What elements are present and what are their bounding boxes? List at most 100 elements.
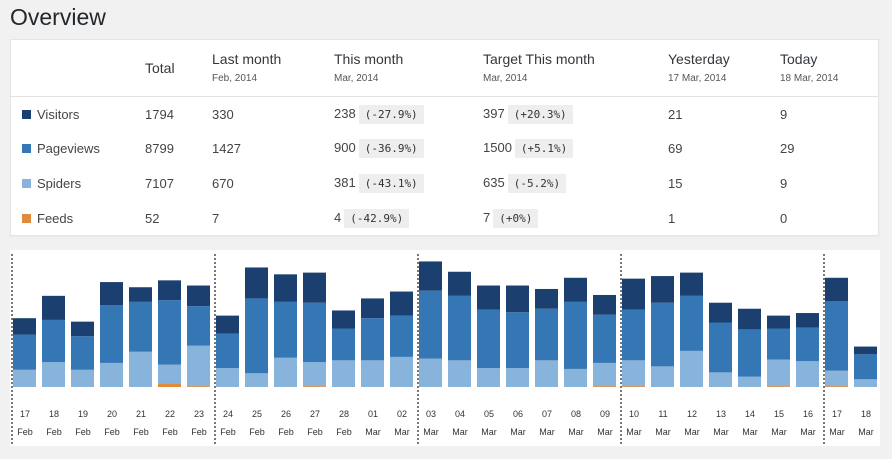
bar-segment-visitors[interactable] [709,302,732,323]
bar-segment-visitors[interactable] [825,277,848,301]
bar-segment-visitors[interactable] [361,298,384,319]
bar-segment-pageviews[interactable] [100,305,123,363]
bar-segment-spiders[interactable] [245,373,268,387]
bar-segment-spiders[interactable] [535,360,558,387]
bar-segment-visitors[interactable] [71,321,94,337]
bar-segment-feeds[interactable] [158,383,181,387]
bar-segment-pageviews[interactable] [709,322,732,373]
bar-segment-visitors[interactable] [738,308,761,330]
bar-segment-spiders[interactable] [651,366,674,387]
bar-segment-visitors[interactable] [100,282,123,306]
bar-segment-spiders[interactable] [709,372,732,387]
bar-segment-pageviews[interactable] [187,306,210,346]
bar-segment-spiders[interactable] [506,368,529,387]
bar-segment-visitors[interactable] [303,272,326,303]
bar-segment-spiders[interactable] [419,358,442,387]
bar-segment-pageviews[interactable] [390,315,413,357]
bar-segment-visitors[interactable] [564,277,587,302]
bar-segment-spiders[interactable] [622,360,645,387]
bar-segment-pageviews[interactable] [593,314,616,363]
bar-segment-visitors[interactable] [129,287,152,302]
bar-segment-visitors[interactable] [390,291,413,316]
bar-segment-spiders[interactable] [303,362,326,387]
bar-segment-pageviews[interactable] [796,327,819,362]
bar-segment-spiders[interactable] [187,345,210,387]
bar-segment-spiders[interactable] [129,351,152,387]
bar-segment-spiders[interactable] [767,359,790,387]
bar-segment-pageviews[interactable] [129,301,152,352]
bar-segment-spiders[interactable] [390,356,413,387]
bar-segment-feeds[interactable] [622,386,645,387]
bar-segment-spiders[interactable] [680,350,703,387]
bar-segment-visitors[interactable] [274,274,297,302]
bar-segment-pageviews[interactable] [71,336,94,370]
bar-segment-visitors[interactable] [796,313,819,328]
bar-segment-visitors[interactable] [767,315,790,329]
bar-segment-visitors[interactable] [535,288,558,309]
bar-segment-pageviews[interactable] [303,302,326,363]
bar-segment-spiders[interactable] [738,376,761,387]
bar-segment-pageviews[interactable] [13,334,36,370]
bar-segment-spiders[interactable] [42,362,65,387]
bar-segment-feeds[interactable] [187,386,210,387]
bar-segment-pageviews[interactable] [477,309,500,369]
bar-segment-spiders[interactable] [796,361,819,387]
bar-segment-pageviews[interactable] [361,318,384,361]
bar-segment-spiders[interactable] [448,360,471,387]
bar-segment-spiders[interactable] [593,362,616,387]
bar-segment-spiders[interactable] [71,369,94,387]
bar-segment-spiders[interactable] [100,362,123,387]
bar-segment-visitors[interactable] [216,315,239,334]
bar-segment-spiders[interactable] [13,369,36,387]
bar-segment-visitors[interactable] [332,310,355,329]
bar-segment-feeds[interactable] [593,386,616,387]
bar-segment-spiders[interactable] [332,360,355,387]
bar-segment-visitors[interactable] [477,285,500,310]
bar-segment-visitors[interactable] [419,261,442,291]
bar-segment-pageviews[interactable] [419,290,442,359]
bar-segment-visitors[interactable] [680,272,703,296]
bar-segment-pageviews[interactable] [216,333,239,369]
bar-segment-pageviews[interactable] [158,300,181,365]
bar-segment-pageviews[interactable] [245,298,268,374]
bar-segment-pageviews[interactable] [564,301,587,369]
x-tick-label: 08 Mar [563,407,589,439]
bar-segment-visitors[interactable] [651,276,674,303]
bar-segment-pageviews[interactable] [274,301,297,358]
bar-segment-spiders[interactable] [477,368,500,387]
bar-segment-spiders[interactable] [216,368,239,387]
bar-segment-feeds[interactable] [767,386,790,387]
bar-segment-visitors[interactable] [593,294,616,315]
bar-segment-visitors[interactable] [854,346,877,355]
bar-segment-visitors[interactable] [42,295,65,320]
bar-segment-visitors[interactable] [245,267,268,299]
bar-segment-pageviews[interactable] [332,328,355,361]
bar-segment-pageviews[interactable] [825,301,848,371]
bar-segment-pageviews[interactable] [42,319,65,363]
bar-segment-spiders[interactable] [854,379,877,387]
bar-segment-visitors[interactable] [158,280,181,301]
bar-segment-pageviews[interactable] [738,329,761,377]
bar-segment-spiders[interactable] [825,370,848,387]
bar-segment-pageviews[interactable] [622,309,645,361]
bar-segment-spiders[interactable] [361,360,384,387]
bar-segment-pageviews[interactable] [535,308,558,361]
bar-segment-spiders[interactable] [564,368,587,387]
bar-segment-pageviews[interactable] [854,354,877,380]
bar-segment-visitors[interactable] [448,271,471,296]
bar-segment-feeds[interactable] [825,386,848,387]
bar-segment-pageviews[interactable] [506,312,529,369]
bar-segment-spiders[interactable] [274,357,297,387]
bar-segment-pageviews[interactable] [767,328,790,360]
bar-segment-pageviews[interactable] [680,295,703,351]
bar-segment-pageviews[interactable] [448,295,471,361]
bar-segment-visitors[interactable] [622,278,645,310]
bar-segment-visitors[interactable] [506,285,529,313]
cell-last-month: 330 [212,107,234,123]
bar-segment-feeds[interactable] [303,386,326,387]
bar-segment-visitors[interactable] [13,318,36,335]
x-tick-label: 23 Feb [186,407,212,439]
bar-segment-visitors[interactable] [187,285,210,307]
bar-segment-spiders[interactable] [158,364,181,384]
bar-segment-pageviews[interactable] [651,302,674,367]
